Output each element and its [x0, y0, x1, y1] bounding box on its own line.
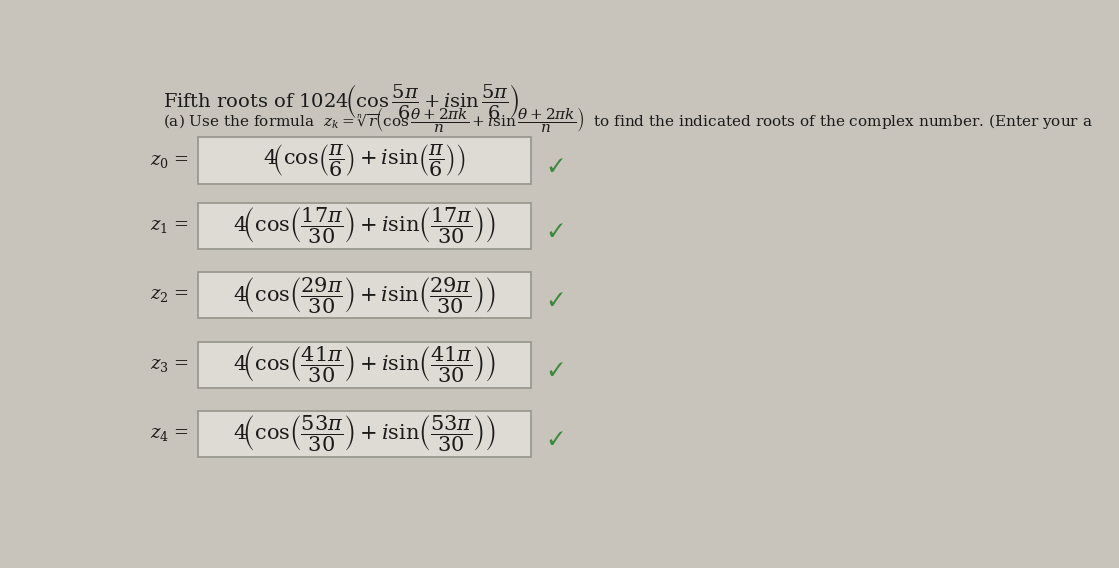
Text: $\checkmark$: $\checkmark$ — [548, 431, 564, 449]
Text: $\checkmark$: $\checkmark$ — [548, 293, 564, 311]
Text: $\checkmark$: $\checkmark$ — [548, 223, 564, 241]
FancyBboxPatch shape — [198, 137, 532, 183]
Text: $z_1$ =: $z_1$ = — [150, 217, 189, 235]
Text: $4\!\left(\cos\!\left(\dfrac{41\pi}{30}\right) + i\sin\!\left(\dfrac{41\pi}{30}\: $4\!\left(\cos\!\left(\dfrac{41\pi}{30}\… — [233, 344, 496, 385]
Text: $4\!\left(\cos\!\left(\dfrac{53\pi}{30}\right) + i\sin\!\left(\dfrac{53\pi}{30}\: $4\!\left(\cos\!\left(\dfrac{53\pi}{30}\… — [233, 414, 496, 454]
FancyBboxPatch shape — [198, 203, 532, 249]
Text: $z_2$ =: $z_2$ = — [150, 286, 189, 304]
FancyBboxPatch shape — [198, 411, 532, 457]
Text: $\checkmark$: $\checkmark$ — [548, 158, 564, 176]
Text: $z_0$ =: $z_0$ = — [150, 152, 189, 170]
Text: $4\!\left(\cos\!\left(\dfrac{29\pi}{30}\right) + i\sin\!\left(\dfrac{29\pi}{30}\: $4\!\left(\cos\!\left(\dfrac{29\pi}{30}\… — [234, 275, 496, 316]
Text: $4\!\left(\cos\!\left(\dfrac{\pi}{6}\right) + i\sin\!\left(\dfrac{\pi}{6}\right): $4\!\left(\cos\!\left(\dfrac{\pi}{6}\rig… — [263, 143, 466, 179]
Text: Fifth roots of $1024\!\left(\cos\dfrac{5\pi}{6} + i\sin\dfrac{5\pi}{6}\right)$: Fifth roots of $1024\!\left(\cos\dfrac{5… — [163, 82, 519, 121]
FancyBboxPatch shape — [198, 272, 532, 319]
FancyBboxPatch shape — [198, 341, 532, 388]
Text: $\checkmark$: $\checkmark$ — [548, 362, 564, 380]
Text: $4\!\left(\cos\!\left(\dfrac{17\pi}{30}\right) + i\sin\!\left(\dfrac{17\pi}{30}\: $4\!\left(\cos\!\left(\dfrac{17\pi}{30}\… — [233, 206, 496, 247]
Text: (a) Use the formula  $z_k = \sqrt[n]{r}\!\left(\cos\dfrac{\theta+2\pi k}{n} + i\: (a) Use the formula $z_k = \sqrt[n]{r}\!… — [163, 105, 1093, 134]
Text: $z_3$ =: $z_3$ = — [150, 356, 189, 374]
Text: $z_4$ =: $z_4$ = — [150, 425, 189, 443]
